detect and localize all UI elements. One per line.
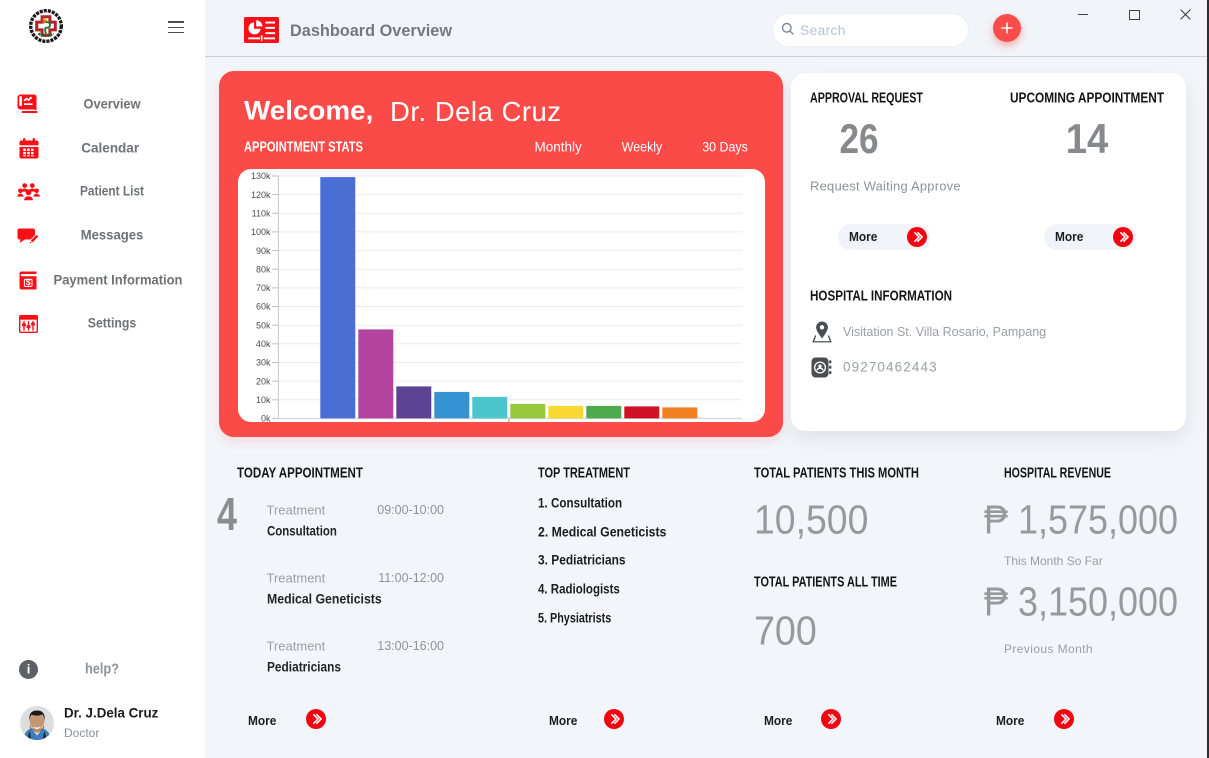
svg-text:90k: 90k [256, 246, 271, 256]
svg-text:110k: 110k [252, 209, 271, 219]
svg-text:60k: 60k [256, 302, 271, 312]
svg-text:$: $ [26, 277, 31, 287]
svg-text:120k: 120k [251, 190, 271, 200]
svg-text:100k: 100k [251, 227, 271, 237]
svg-text:50k: 50k [256, 320, 271, 330]
svg-text:130k: 130k [251, 171, 271, 181]
svg-text:40k: 40k [256, 339, 271, 349]
svg-text:70k: 70k [256, 283, 271, 293]
svg-text:20k: 20k [256, 376, 271, 386]
svg-text:30k: 30k [256, 358, 271, 368]
svg-text:0k: 0k [261, 414, 271, 422]
svg-text:10k: 10k [256, 395, 271, 405]
svg-text:80k: 80k [256, 264, 271, 274]
